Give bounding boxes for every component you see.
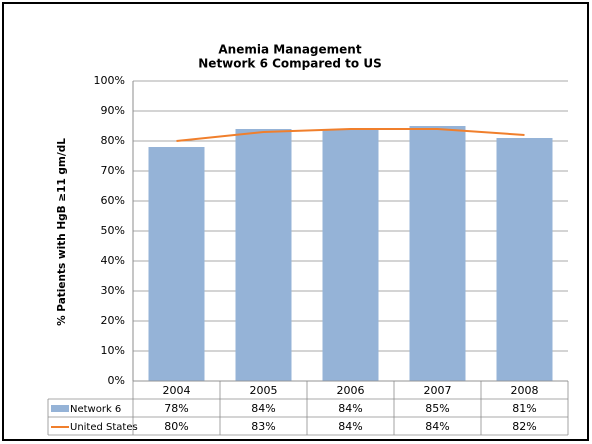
table-value: 78% [164, 402, 188, 415]
y-tick-label: 80% [101, 134, 125, 147]
chart-title: Anemia Management [218, 43, 361, 57]
x-tick-label: 2004 [163, 384, 191, 397]
table-value: 85% [425, 402, 449, 415]
table-value: 84% [338, 402, 362, 415]
y-tick-label: 40% [101, 254, 125, 267]
y-tick-label: 60% [101, 194, 125, 207]
y-tick-label: 20% [101, 314, 125, 327]
table-value: 80% [164, 420, 188, 433]
table-value: 84% [338, 420, 362, 433]
legend-swatch [51, 405, 69, 412]
y-tick-label: 0% [108, 374, 125, 387]
y-axis-label: % Patients with HgB ≥11 gm/dL [56, 138, 68, 326]
bar [409, 126, 466, 381]
table-value: 81% [512, 402, 536, 415]
table-value: 83% [251, 420, 275, 433]
y-tick-label: 10% [101, 344, 125, 357]
y-tick-label: 30% [101, 284, 125, 297]
bar [496, 138, 553, 381]
line [176, 128, 525, 142]
table-value: 82% [512, 420, 536, 433]
x-tick-label: 2007 [424, 384, 452, 397]
x-tick-label: 2005 [250, 384, 278, 397]
table-value: 84% [251, 402, 275, 415]
x-tick-label: 2008 [511, 384, 539, 397]
y-tick-label: 70% [101, 164, 125, 177]
y-tick-label: 90% [101, 104, 125, 117]
bar [322, 129, 379, 381]
legend-label: United States [70, 422, 138, 433]
legend-label: Network 6 [70, 404, 121, 415]
y-tick-label: 100% [94, 74, 125, 87]
x-tick-label: 2006 [337, 384, 365, 397]
chart-subtitle: Network 6 Compared to US [198, 57, 381, 71]
y-tick-label: 50% [101, 224, 125, 237]
table-value: 84% [425, 420, 449, 433]
bar [235, 129, 292, 381]
bar [148, 147, 205, 381]
